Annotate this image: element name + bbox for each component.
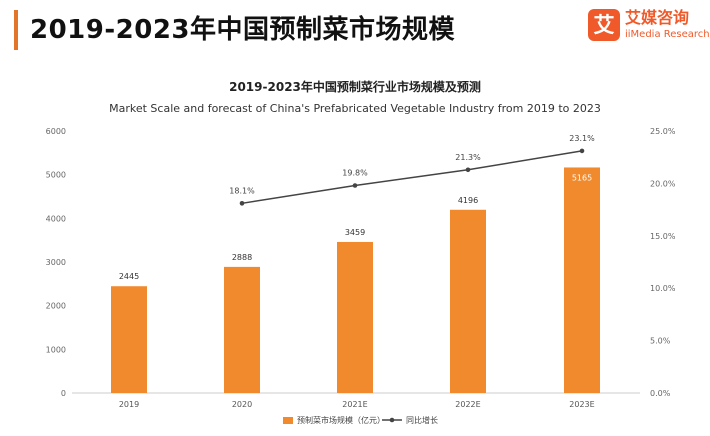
x-tick-label: 2022E bbox=[455, 400, 480, 409]
growth-value-label: 18.1% bbox=[229, 186, 255, 195]
y-right-tick-label: 20.0% bbox=[650, 179, 676, 188]
bar bbox=[564, 167, 600, 393]
growth-value-label: 19.8% bbox=[342, 168, 368, 177]
logo-name-en: iiMedia Research bbox=[625, 29, 710, 40]
growth-point bbox=[465, 167, 471, 173]
chart-title: 2019-2023年中国预制菜行业市场规模及预测 bbox=[229, 79, 481, 94]
y-right-tick-label: 10.0% bbox=[650, 284, 676, 293]
growth-value-label: 21.3% bbox=[455, 153, 481, 162]
y-right-tick-label: 5.0% bbox=[650, 337, 671, 346]
bar-value-label: 2445 bbox=[119, 272, 139, 281]
legend-label-bar: 预制菜市场规模（亿元） bbox=[297, 415, 385, 425]
legend-label-line: 同比增长 bbox=[406, 415, 438, 425]
y-left-tick-label: 3000 bbox=[46, 258, 66, 267]
bar bbox=[450, 209, 486, 393]
bar bbox=[224, 266, 260, 393]
y-left-tick-label: 6000 bbox=[46, 127, 66, 136]
growth-value-label: 23.1% bbox=[569, 134, 595, 143]
bar-value-label: 4196 bbox=[458, 196, 478, 205]
x-tick-label: 2019 bbox=[119, 400, 139, 409]
y-left-tick-label: 5000 bbox=[46, 171, 66, 180]
bar-value-label: 5165 bbox=[572, 173, 592, 182]
y-right-tick-label: 25.0% bbox=[650, 127, 676, 136]
x-tick-label: 2021E bbox=[342, 400, 367, 409]
bar bbox=[337, 241, 373, 393]
legend-swatch-bar bbox=[283, 417, 293, 424]
title-accent-bar bbox=[14, 10, 18, 50]
growth-line bbox=[241, 150, 583, 205]
y-left-tick-label: 1000 bbox=[46, 345, 66, 354]
x-tick-label: 2023E bbox=[569, 400, 594, 409]
y-left-tick-label: 0 bbox=[61, 389, 66, 398]
y-left-tick-label: 2000 bbox=[46, 302, 66, 311]
y-right-tick-label: 15.0% bbox=[650, 232, 676, 241]
y-right-tick-label: 0.0% bbox=[650, 389, 671, 398]
bar-value-label: 2888 bbox=[232, 253, 252, 262]
logo-mark: 艾 bbox=[588, 9, 620, 41]
bar bbox=[111, 286, 147, 393]
x-tick-label: 2020 bbox=[232, 400, 252, 409]
chart-subtitle: Market Scale and forecast of China's Pre… bbox=[109, 102, 601, 115]
growth-point bbox=[352, 183, 358, 188]
page-title: 2019-2023年中国预制菜市场规模 bbox=[30, 15, 456, 45]
logo-name-cn: 艾媒咨询 bbox=[625, 8, 690, 27]
growth-point bbox=[239, 201, 245, 206]
y-left-tick-label: 4000 bbox=[46, 214, 66, 223]
growth-point bbox=[579, 148, 585, 154]
legend-marker-line bbox=[389, 417, 395, 423]
brand-logo: 艾 艾媒咨询 iiMedia Research bbox=[588, 8, 710, 48]
bar-value-label: 3459 bbox=[345, 228, 365, 237]
